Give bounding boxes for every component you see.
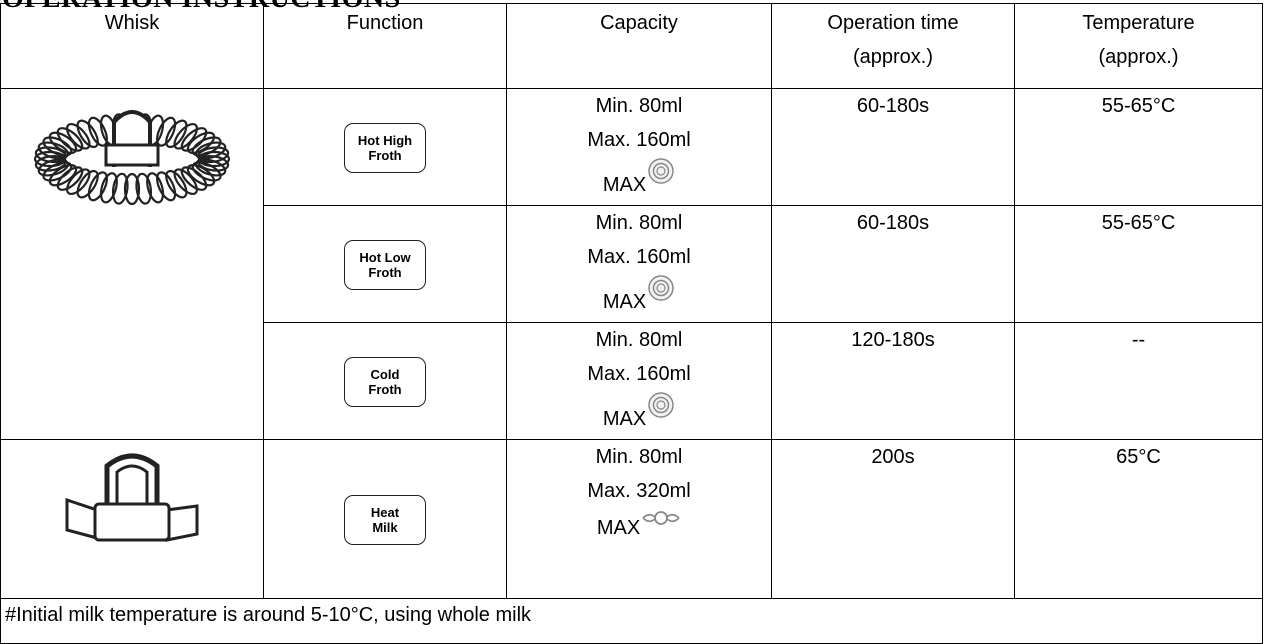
function-button: Cold Froth (344, 356, 426, 407)
capacity-line: Max. 320ml (587, 480, 691, 502)
header-line: Function (346, 12, 424, 34)
temperature: -- (1014, 322, 1263, 440)
function-label: Froth (368, 264, 402, 280)
function-label: Froth (368, 381, 402, 397)
capacity-line: Max. 160ml (587, 246, 691, 268)
capacity-line: Min. 80ml (595, 446, 683, 468)
function-label: Heat (370, 504, 400, 520)
max-icon (648, 158, 674, 184)
column-header: Whisk (0, 3, 264, 89)
function-cell: Hot High Froth (263, 88, 507, 206)
function-button: Hot Low Froth (344, 239, 426, 290)
function-cell: Heat Milk (263, 439, 507, 599)
function-cell: Hot Low Froth (263, 205, 507, 323)
temperature: 55-65°C (1014, 205, 1263, 323)
table-body: Hot High Froth Min. 80ml Max. 160ml MAX 60-18… (0, 88, 1263, 644)
function-label: Hot Low (359, 249, 411, 265)
function-label: Hot High (357, 132, 413, 148)
operation-time: 200s (771, 439, 1015, 599)
column-header: Capacity (506, 3, 772, 89)
function-label: Cold (370, 366, 400, 382)
column-header: Function (263, 3, 507, 89)
table-row: Cold Froth Min. 80ml Max. 160ml MAX 120-180s -… (1, 322, 1263, 440)
max-icon (648, 392, 674, 418)
whisk-cell (0, 439, 264, 599)
operation-time: 120-180s (771, 322, 1015, 440)
function-cell: Cold Froth (263, 322, 507, 440)
whisk-cell (0, 88, 264, 440)
instructions-table: Whisk Function Capacity Operation time (appr… (0, 3, 1263, 644)
header-line: Operation time (827, 12, 959, 34)
function-button: Heat Milk (344, 494, 426, 545)
clip-whisk-image (65, 453, 199, 542)
capacity-cell: Min. 80ml Max. 160ml MAX (506, 88, 772, 206)
header-line: Capacity (600, 12, 678, 34)
function-button: Hot High Froth (344, 122, 426, 173)
header-row: Whisk Function Capacity Operation time (appr… (0, 3, 1263, 89)
max-icon (648, 275, 674, 301)
temperature: 55-65°C (1014, 88, 1263, 206)
column-header: Operation time (approx.) (771, 3, 1015, 89)
capacity-line: Min. 80ml (595, 329, 683, 351)
capacity-line: Max. 160ml (587, 129, 691, 151)
coil-whisk-image (33, 110, 231, 206)
capacity-line: MAX (507, 508, 771, 545)
capacity-cell: Min. 80ml Max. 160ml MAX (506, 322, 772, 440)
function-label: Milk (372, 519, 398, 535)
header-line: Temperature (1082, 12, 1195, 34)
header-line: (approx.) (852, 46, 934, 68)
capacity-cell: Min. 80ml Max. 160ml MAX (506, 205, 772, 323)
max-icon (642, 511, 680, 525)
capacity-line: MAX (507, 274, 771, 319)
function-label: Froth (368, 147, 402, 163)
temperature: 65°C (1014, 439, 1263, 599)
header-line: Whisk (104, 12, 160, 34)
table-row: Hot High Froth Min. 80ml Max. 160ml MAX 60-18… (0, 88, 1263, 440)
capacity-line: MAX (507, 157, 771, 202)
operation-time: 60-180s (771, 88, 1015, 206)
table-row: Hot Low Froth Min. 80ml Max. 160ml MAX 60-180… (1, 205, 1263, 323)
capacity-line: Min. 80ml (595, 95, 683, 117)
operation-time: 60-180s (771, 205, 1015, 323)
capacity-line: Max. 160ml (587, 363, 691, 385)
capacity-line: MAX (507, 391, 771, 436)
capacity-line: Min. 80ml (595, 212, 683, 234)
column-header: Temperature (approx.) (1014, 3, 1263, 89)
capacity-cell: Min. 80ml Max. 320ml MAX (506, 439, 772, 599)
header-line: (approx.) (1098, 46, 1179, 68)
table-row: Heat Milk Min. 80ml Max. 320ml MAX 200s 65°C (0, 439, 1263, 599)
